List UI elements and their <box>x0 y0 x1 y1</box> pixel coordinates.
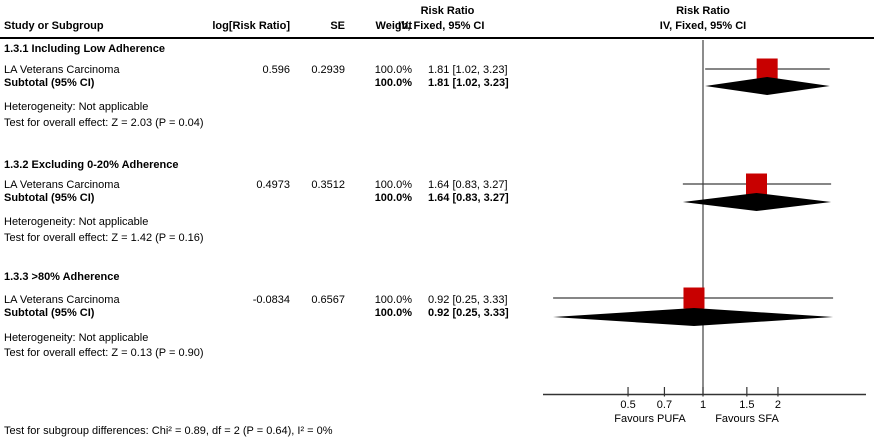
axis-tick-label: 1 <box>700 399 706 411</box>
column-header-row: Study or Subgroup log[Risk Ratio] SE Wei… <box>0 19 874 33</box>
subtotal-ci-text: 0.92 [0.25, 3.33] <box>428 307 509 319</box>
study-ci-text: 0.92 [0.25, 3.33] <box>428 294 508 306</box>
subgroup-differences-row: Test for subgroup differences: Chi² = 0.… <box>4 425 333 437</box>
subtotal-ci-text: 1.81 [1.02, 3.23] <box>428 77 509 89</box>
study-name: LA Veterans Carcinoma <box>4 294 120 306</box>
subgroup-title: 1.3.1 Including Low Adherence <box>4 43 165 55</box>
column-header-log-rr: log[Risk Ratio] <box>212 20 290 32</box>
subtotal-label: Subtotal (95% CI) <box>4 77 95 89</box>
study-ci-text: 1.81 [1.02, 3.23] <box>428 64 508 76</box>
study-row: LA Veterans Carcinoma 0.596 0.2939 100.0… <box>0 63 874 77</box>
overall-effect-row: Test for overall effect: Z = 0.13 (P = 0… <box>4 347 204 359</box>
study-row: LA Veterans Carcinoma 0.4973 0.3512 100.… <box>0 178 874 192</box>
study-se: 0.3512 <box>311 179 345 191</box>
effect-column-subtitle: IV, Fixed, 95% CI <box>398 20 485 32</box>
heterogeneity-row: Heterogeneity: Not applicable <box>4 101 149 113</box>
study-name: LA Veterans Carcinoma <box>4 179 120 191</box>
subtotal-ci-text: 1.64 [0.83, 3.27] <box>428 192 509 204</box>
column-header-study: Study or Subgroup <box>4 20 104 32</box>
subtotal-row: Subtotal (95% CI) 100.0% 0.92 [0.25, 3.3… <box>0 306 874 320</box>
subtotal-weight: 100.0% <box>374 192 412 204</box>
plot-column-subtitle: IV, Fixed, 95% CI <box>659 20 747 32</box>
subtotal-weight: 100.0% <box>374 307 412 319</box>
column-header-weight: Weight <box>375 20 412 32</box>
axis-tick-label: 0.7 <box>657 399 672 411</box>
effect-column-title: Risk Ratio <box>420 5 475 17</box>
subtotal-row: Subtotal (95% CI) 100.0% 1.81 [1.02, 3.2… <box>0 76 874 90</box>
axis-tick-label: 0.5 <box>620 399 635 411</box>
header-rule <box>0 37 874 39</box>
subtotal-row: Subtotal (95% CI) 100.0% 1.64 [0.83, 3.2… <box>0 191 874 205</box>
study-log-rr: 0.596 <box>262 64 290 76</box>
column-header-se: SE <box>330 20 345 32</box>
study-se: 0.2939 <box>311 64 345 76</box>
subtotal-label: Subtotal (95% CI) <box>4 307 95 319</box>
axis-tick-label: 1.5 <box>739 399 754 411</box>
subtotal-label: Subtotal (95% CI) <box>4 192 95 204</box>
overall-effect-row: Test for overall effect: Z = 1.42 (P = 0… <box>4 232 204 244</box>
study-weight: 100.0% <box>374 64 412 76</box>
overall-effect-row: Test for overall effect: Z = 2.03 (P = 0… <box>4 117 204 129</box>
study-se: 0.6567 <box>311 294 345 306</box>
study-ci-text: 1.64 [0.83, 3.27] <box>428 179 508 191</box>
study-name: LA Veterans Carcinoma <box>4 64 120 76</box>
subgroup-title: 1.3.3 >80% Adherence <box>4 271 120 283</box>
study-weight: 100.0% <box>374 179 412 191</box>
heterogeneity-row: Heterogeneity: Not applicable <box>4 332 149 344</box>
study-log-rr: -0.0834 <box>252 294 290 306</box>
study-weight: 100.0% <box>374 294 412 306</box>
subtotal-weight: 100.0% <box>374 77 412 89</box>
plot-column-title: Risk Ratio <box>676 5 730 17</box>
heterogeneity-row: Heterogeneity: Not applicable <box>4 216 149 228</box>
study-log-rr: 0.4973 <box>256 179 290 191</box>
study-row: LA Veterans Carcinoma -0.0834 0.6567 100… <box>0 293 874 307</box>
axis-tick-label: 2 <box>775 399 781 411</box>
subgroup-title: 1.3.2 Excluding 0-20% Adherence <box>4 159 179 171</box>
